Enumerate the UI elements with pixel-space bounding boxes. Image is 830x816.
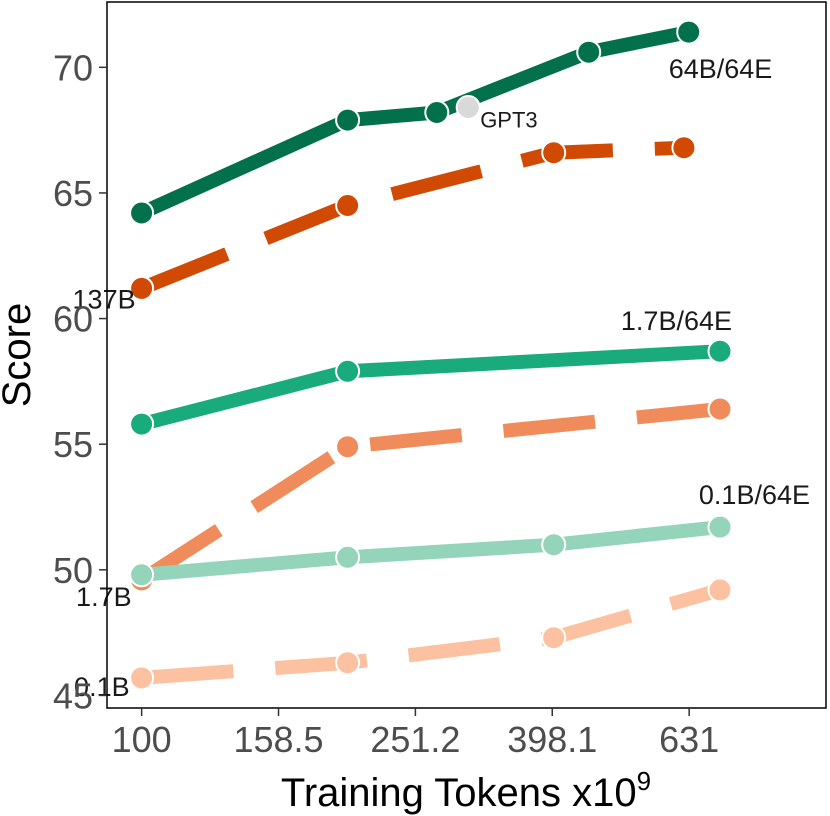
y-tick-label: 65 bbox=[53, 173, 93, 214]
data-point bbox=[541, 625, 567, 651]
series-label-1-7b-64e: 1.7B/64E bbox=[621, 306, 732, 336]
data-point bbox=[335, 193, 361, 218]
plot-area: 64B/64E 137B 1.7B/64E 1.7B 0.1B/64E 0.1B GPT3 bbox=[73, 19, 810, 702]
series-label-0-1b-64e: 0.1B/64E bbox=[699, 480, 810, 510]
y-tick-label: 45 bbox=[53, 675, 93, 716]
data-point bbox=[129, 200, 155, 226]
x-tick-label: 398.1 bbox=[507, 719, 597, 760]
x-tick-label: 631 bbox=[659, 719, 719, 760]
series-1-7b: 1.7B bbox=[76, 396, 733, 612]
y-tick-label: 55 bbox=[53, 424, 93, 465]
series-label-137b: 137B bbox=[73, 284, 136, 314]
data-point bbox=[335, 544, 361, 570]
y-axis-title: Score bbox=[0, 303, 39, 408]
data-point bbox=[129, 665, 155, 691]
data-point bbox=[424, 100, 450, 125]
series-line-1-7b bbox=[137, 402, 721, 586]
x-tick-label: 251.2 bbox=[370, 719, 460, 760]
series-0-1b-64e: 0.1B/64E bbox=[129, 480, 810, 588]
series-64b-64e: 64B/64E bbox=[129, 19, 773, 226]
data-point bbox=[335, 107, 361, 133]
x-tick-label: 100 bbox=[112, 719, 172, 760]
series-1-7b-64e: 1.7B/64E bbox=[129, 306, 733, 437]
x-axis-title: Training Tokens x109 bbox=[281, 766, 651, 815]
data-point bbox=[707, 338, 733, 364]
series-label-64b-64e: 64B/64E bbox=[669, 54, 773, 84]
series-137b: 137B bbox=[73, 135, 697, 314]
data-point bbox=[541, 532, 567, 558]
series-line-1-7b-64e bbox=[139, 344, 721, 431]
data-point bbox=[707, 514, 733, 540]
y-tick-label: 70 bbox=[53, 47, 93, 88]
annotation-point bbox=[455, 95, 481, 120]
data-point bbox=[335, 358, 361, 384]
data-point bbox=[671, 135, 697, 161]
y-tick-label: 50 bbox=[53, 550, 93, 591]
data-point bbox=[129, 411, 155, 437]
data-point bbox=[707, 577, 733, 603]
data-point bbox=[129, 562, 155, 588]
series-label-0-1b: 0.1B bbox=[74, 672, 130, 702]
data-point bbox=[335, 434, 361, 460]
data-point bbox=[707, 396, 733, 422]
data-point bbox=[676, 19, 702, 45]
series-line-0-1b-64e bbox=[141, 520, 721, 582]
y-tick-label: 60 bbox=[53, 299, 93, 340]
x-tick-label: 158.5 bbox=[233, 719, 323, 760]
data-point bbox=[541, 140, 567, 166]
series-line-137b bbox=[138, 140, 685, 295]
data-point bbox=[335, 650, 361, 676]
annotation-gpt3: GPT3 bbox=[455, 95, 538, 133]
plot-panel-border bbox=[106, 1, 827, 709]
series-0-1b: 0.1B bbox=[74, 577, 733, 702]
series-line-0-1b bbox=[141, 583, 722, 685]
annotation-label: GPT3 bbox=[480, 108, 537, 133]
axes: 45 50 55 60 65 70 100 158.5 251.2 398.1 631 bbox=[53, 47, 719, 760]
data-point bbox=[129, 275, 155, 301]
data-point bbox=[576, 39, 602, 65]
series-label-1-7b: 1.7B bbox=[76, 582, 132, 612]
